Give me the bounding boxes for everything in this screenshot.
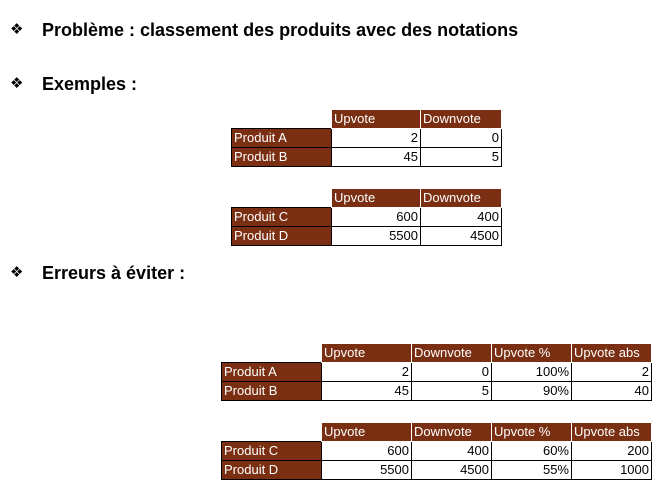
row-label: Produit D	[231, 226, 332, 246]
table-row: Produit C 600 400 60% 200	[221, 441, 652, 461]
table-cell: 5	[411, 381, 492, 401]
bullet-icon: ❖	[10, 75, 24, 92]
table-row: Produit A 2 0	[231, 128, 502, 148]
table-cell: 1000	[571, 460, 652, 480]
table-cell: 200	[571, 441, 652, 461]
heading-errors: Erreurs à éviter :	[42, 263, 186, 283]
table-cell: 5	[420, 147, 502, 167]
table-row: Produit B 45 5	[231, 147, 502, 167]
table-corner-cell	[221, 422, 322, 442]
table-cell: 4500	[420, 226, 502, 246]
column-header: Upvote	[331, 188, 421, 208]
example-table-2: Upvote Downvote Produit C 600 400 Produi…	[231, 188, 502, 246]
row-label: Produit A	[231, 128, 332, 148]
table-cell: 2	[321, 362, 412, 382]
column-header: Downvote	[420, 109, 502, 129]
table-row: Produit C 600 400	[231, 207, 502, 227]
table-header-row: Upvote Downvote	[231, 109, 502, 129]
table-cell: 2	[571, 362, 652, 382]
table-cell: 5500	[321, 460, 412, 480]
column-header: Downvote	[411, 422, 492, 442]
table-cell: 55%	[491, 460, 572, 480]
table-header-row: Upvote Downvote Upvote % Upvote abs	[221, 343, 652, 363]
table-corner-cell	[231, 188, 332, 208]
table-cell: 0	[420, 128, 502, 148]
row-label: Produit B	[221, 381, 322, 401]
table-corner-cell	[221, 343, 322, 363]
column-header: Upvote %	[491, 422, 572, 442]
column-header: Upvote	[321, 343, 412, 363]
row-label: Produit C	[221, 441, 322, 461]
table-corner-cell	[231, 109, 332, 129]
table-cell: 2	[331, 128, 421, 148]
table-row: Produit B 45 5 90% 40	[221, 381, 652, 401]
table-cell: 100%	[491, 362, 572, 382]
table-cell: 600	[331, 207, 421, 227]
row-label: Produit B	[231, 147, 332, 167]
table-cell: 40	[571, 381, 652, 401]
table-cell: 4500	[411, 460, 492, 480]
row-label: Produit D	[221, 460, 322, 480]
table-cell: 45	[331, 147, 421, 167]
column-header: Upvote abs	[571, 343, 652, 363]
table-row: Produit A 2 0 100% 2	[221, 362, 652, 382]
column-header: Upvote	[331, 109, 421, 129]
example-table-1: Upvote Downvote Produit A 2 0 Produit B …	[231, 109, 502, 167]
table-cell: 600	[321, 441, 412, 461]
column-header: Downvote	[411, 343, 492, 363]
bullet-icon: ❖	[10, 264, 24, 281]
heading-problem: Problème : classement des produits avec …	[42, 20, 519, 40]
column-header: Upvote %	[491, 343, 572, 363]
table-cell: 0	[411, 362, 492, 382]
error-table-1: Upvote Downvote Upvote % Upvote abs Prod…	[221, 343, 652, 401]
table-row: Produit D 5500 4500 55% 1000	[221, 460, 652, 480]
table-row: Produit D 5500 4500	[231, 226, 502, 246]
table-cell: 400	[420, 207, 502, 227]
table-cell: 60%	[491, 441, 572, 461]
table-cell: 5500	[331, 226, 421, 246]
heading-examples: Exemples :	[42, 74, 138, 94]
error-table-2: Upvote Downvote Upvote % Upvote abs Prod…	[221, 422, 652, 480]
table-cell: 400	[411, 441, 492, 461]
table-header-row: Upvote Downvote	[231, 188, 502, 208]
bullet-icon: ❖	[10, 21, 24, 38]
row-label: Produit C	[231, 207, 332, 227]
table-header-row: Upvote Downvote Upvote % Upvote abs	[221, 422, 652, 442]
row-label: Produit A	[221, 362, 322, 382]
column-header: Downvote	[420, 188, 502, 208]
column-header: Upvote	[321, 422, 412, 442]
column-header: Upvote abs	[571, 422, 652, 442]
table-cell: 90%	[491, 381, 572, 401]
table-cell: 45	[321, 381, 412, 401]
